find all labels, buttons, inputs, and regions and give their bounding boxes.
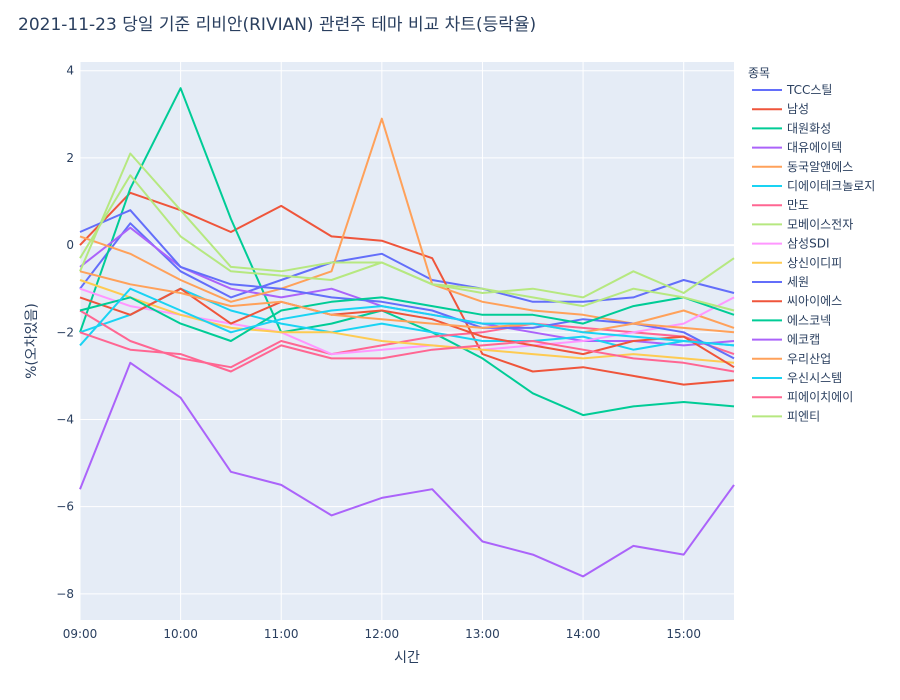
legend-label: 씨아이에스: [787, 294, 842, 308]
x-axis-label: 시간: [394, 650, 420, 666]
y-tick-label: −4: [56, 412, 74, 426]
legend-label: 피에이치에이: [787, 390, 853, 404]
series-line-13: [79, 361, 735, 578]
series-line-16: [79, 331, 735, 373]
series-line-5: [79, 287, 735, 351]
legend-label: 에코캡: [787, 333, 820, 347]
legend-label: 우리산업: [787, 352, 831, 366]
legend-label: 세원: [787, 275, 809, 289]
legend-item[interactable]: 상신이디피: [752, 256, 842, 270]
series-line-0: [79, 222, 735, 303]
legend-label: 모베이스전자: [787, 217, 853, 231]
y-tick-label: −2: [56, 325, 74, 339]
legend-label: 동국알앤에스: [787, 160, 853, 174]
legend-item[interactable]: 우신시스템: [752, 371, 842, 385]
legend-item[interactable]: 남성: [752, 102, 809, 116]
legend-label: 에스코넥: [787, 313, 831, 327]
legend-item[interactable]: 피에이치에이: [752, 390, 853, 404]
legend-item[interactable]: 만도: [752, 198, 809, 212]
y-tick-label: −8: [56, 587, 74, 601]
legend-item[interactable]: 에코캡: [752, 333, 820, 347]
legend-item[interactable]: 우리산업: [752, 352, 831, 366]
legend-label: 피엔티: [787, 409, 820, 423]
legend-label: 대원화성: [787, 121, 831, 135]
chart-title: 2021-11-23 당일 기준 리비안(RIVIAN) 관련주 테마 비교 차…: [18, 15, 536, 35]
legend-item[interactable]: 에스코넥: [752, 313, 831, 327]
legend-label: 만도: [787, 198, 809, 212]
x-tick-label: 11:00: [264, 627, 299, 641]
legend-label: 우신시스템: [787, 371, 842, 385]
legend-item[interactable]: 피엔티: [752, 409, 820, 423]
series-line-10: [79, 209, 735, 360]
legend-label: 삼성SDI: [787, 237, 829, 251]
series-line-12: [79, 296, 735, 342]
legend-item[interactable]: 삼성SDI: [752, 237, 829, 251]
series-line-6: [79, 309, 735, 369]
y-tick-label: −6: [56, 500, 74, 514]
y-axis-ticks: −8 −6 −4 −2 0 2 4: [56, 64, 74, 601]
x-tick-label: 13:00: [465, 627, 500, 641]
series-lines: [79, 87, 735, 578]
x-tick-label: 10:00: [163, 627, 198, 641]
legend-item[interactable]: 동국알앤에스: [752, 160, 853, 174]
x-tick-label: 14:00: [566, 627, 601, 641]
series-line-9: [79, 279, 735, 364]
legend-item[interactable]: 세원: [752, 275, 809, 289]
y-axis-label: %(오차있음): [24, 303, 40, 379]
legend[interactable]: 종목 TCC스틸남성대원화성대유에이텍동국알앤에스디에이테크놀로지만도모베이스전…: [748, 66, 875, 423]
series-line-17: [79, 174, 735, 312]
legend-item[interactable]: 대원화성: [752, 121, 831, 135]
legend-item[interactable]: 디에이테크놀로지: [752, 179, 875, 193]
series-line-15: [79, 287, 735, 347]
x-tick-label: 15:00: [666, 627, 701, 641]
legend-item[interactable]: 씨아이에스: [752, 294, 842, 308]
y-tick-label: 0: [66, 238, 74, 252]
legend-label: 대유에이텍: [787, 141, 842, 155]
legend-item[interactable]: TCC스틸: [752, 83, 832, 97]
legend-label: 상신이디피: [787, 256, 842, 270]
x-tick-label: 12:00: [365, 627, 400, 641]
series-line-1: [79, 191, 735, 386]
y-tick-label: 4: [66, 64, 74, 78]
x-axis-ticks: 09:00 10:00 11:00 12:00 13:00 14:00 15:00: [63, 627, 701, 641]
legend-label: TCC스틸: [786, 83, 832, 97]
legend-item[interactable]: 대유에이텍: [752, 141, 842, 155]
y-tick-label: 2: [66, 151, 74, 165]
legend-label: 남성: [787, 102, 809, 116]
legend-label: 디에이테크놀로지: [787, 179, 875, 193]
series-line-14: [79, 270, 735, 334]
legend-title: 종목: [748, 66, 770, 80]
x-tick-label: 09:00: [63, 627, 98, 641]
legend-item[interactable]: 모베이스전자: [752, 217, 853, 231]
